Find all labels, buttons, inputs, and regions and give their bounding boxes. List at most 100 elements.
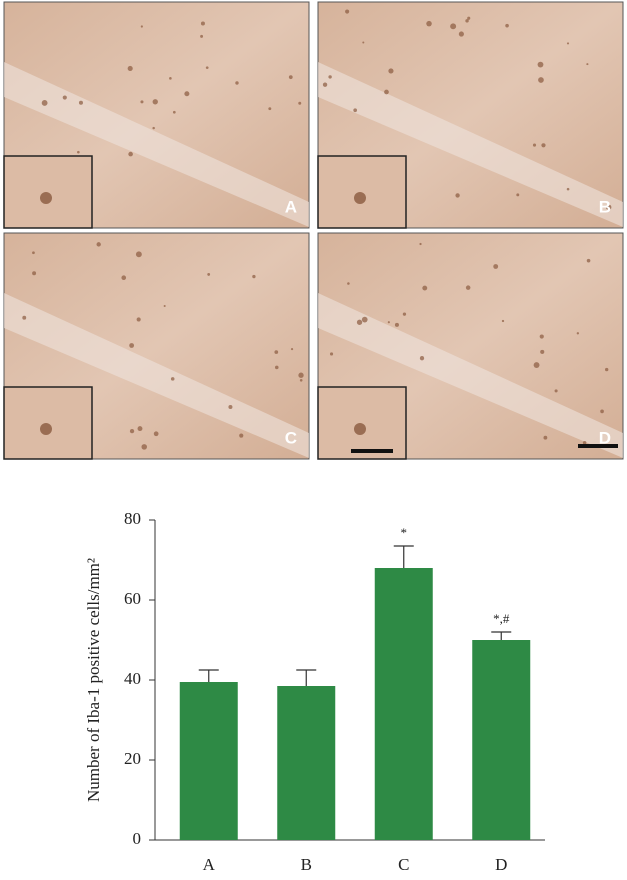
y-axis-label: Number of Iba-1 positive cells/mm²	[84, 558, 103, 802]
cell	[290, 348, 294, 351]
cell	[298, 101, 302, 105]
cell	[41, 100, 48, 106]
cell	[532, 143, 537, 147]
cell	[465, 285, 471, 290]
cell	[62, 95, 67, 100]
bar	[277, 686, 336, 840]
cell	[345, 9, 350, 14]
cell	[356, 319, 363, 325]
cell	[388, 68, 394, 74]
cell	[235, 81, 239, 85]
inset	[3, 386, 93, 460]
cell	[299, 379, 303, 382]
cell	[152, 99, 158, 105]
cell	[129, 428, 135, 434]
cell	[136, 317, 141, 322]
cell	[458, 31, 464, 37]
cell	[322, 82, 328, 87]
cell	[137, 426, 143, 432]
cell	[96, 242, 101, 247]
cell	[582, 440, 587, 445]
inset-cell	[40, 192, 52, 204]
x-tick-label: C	[398, 855, 409, 874]
cell	[169, 77, 172, 80]
y-tick-label: 60	[124, 589, 141, 608]
x-tick-label: A	[203, 855, 216, 874]
cell	[347, 282, 350, 285]
cell	[493, 264, 499, 269]
cell	[200, 34, 204, 38]
cell	[328, 75, 332, 79]
cell	[541, 143, 546, 148]
cell	[566, 187, 570, 191]
cell	[538, 77, 544, 83]
error-bar	[491, 631, 512, 640]
cell	[586, 63, 589, 66]
cell	[274, 365, 279, 370]
annotation: *,#	[493, 611, 510, 626]
cell	[501, 319, 505, 323]
cell	[121, 275, 127, 281]
cell	[539, 334, 544, 339]
cell	[419, 356, 425, 361]
cell	[153, 431, 159, 437]
cell	[422, 285, 428, 291]
cell	[402, 312, 407, 316]
panel-label: D	[599, 428, 611, 447]
cell	[252, 274, 256, 279]
cell	[32, 251, 35, 255]
cell	[455, 193, 460, 198]
cell	[268, 107, 272, 111]
cell	[170, 377, 175, 381]
cell	[426, 20, 432, 27]
error-bar	[296, 669, 317, 686]
cell	[200, 21, 205, 26]
cell	[394, 322, 399, 327]
cell	[128, 151, 133, 157]
cell	[228, 404, 233, 410]
cell	[129, 343, 135, 348]
cell	[465, 19, 469, 23]
cell	[163, 304, 166, 308]
panel-label: B	[599, 197, 611, 216]
y-tick-label: 0	[133, 829, 142, 848]
scale-bar	[578, 444, 618, 448]
x-tick-label: B	[301, 855, 312, 874]
cell	[540, 349, 545, 354]
cell	[566, 42, 570, 45]
cell	[205, 66, 209, 69]
cell	[207, 273, 211, 276]
inset	[3, 155, 93, 229]
cell	[537, 61, 544, 68]
cell-layer	[318, 62, 623, 227]
error-bar	[393, 545, 414, 568]
cell	[32, 271, 37, 276]
panel-label: A	[285, 197, 297, 216]
bar	[374, 568, 433, 840]
cell	[77, 150, 80, 154]
inset-cell	[354, 192, 366, 204]
cell	[140, 25, 143, 28]
cell-layer	[318, 293, 623, 458]
y-tick-label: 40	[124, 669, 141, 688]
bar	[472, 640, 531, 840]
cell	[387, 321, 390, 324]
inset-cell	[40, 423, 52, 435]
cell	[505, 23, 509, 28]
cell	[298, 372, 304, 378]
cell-layer	[4, 293, 309, 458]
cell	[78, 100, 83, 105]
cell	[135, 251, 142, 258]
cell	[184, 91, 190, 97]
cell	[554, 389, 558, 393]
cell	[361, 316, 368, 323]
cell	[362, 41, 365, 44]
cell	[239, 433, 244, 438]
cell	[533, 362, 540, 369]
annotation: *	[401, 525, 408, 540]
cell	[329, 352, 334, 356]
cell	[586, 258, 591, 263]
cell	[384, 89, 389, 95]
cell	[450, 23, 457, 30]
